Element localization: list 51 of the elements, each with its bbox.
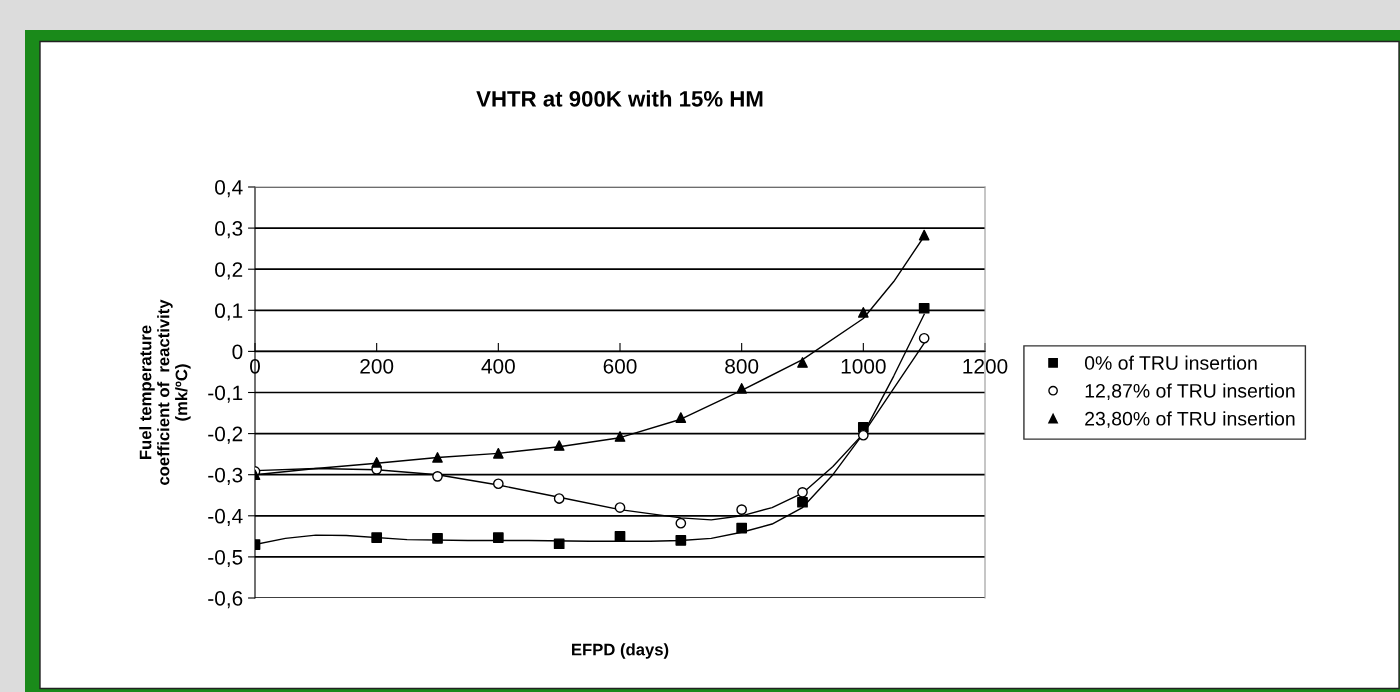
point — [736, 383, 748, 394]
point — [675, 517, 687, 529]
x-tick-label: 800 — [725, 358, 759, 374]
point — [492, 478, 504, 490]
legend-label: 12,87% of TRU insertion — [1085, 383, 1295, 401]
point — [432, 470, 443, 482]
y-tick-label: -0,4 — [208, 508, 243, 527]
point — [553, 538, 565, 550]
point — [736, 522, 748, 534]
point — [614, 530, 626, 542]
y-tick-label: 0,2 — [215, 262, 243, 280]
point — [614, 431, 626, 442]
point — [857, 307, 869, 318]
x-axis-title: EFPD (days) — [572, 643, 669, 659]
y-tick-label: 0,1 — [215, 303, 243, 321]
point — [371, 457, 383, 468]
y-tick-label: 0 — [232, 344, 243, 360]
point — [492, 447, 504, 459]
point — [675, 412, 687, 423]
point — [797, 487, 808, 498]
x-tick-label: 600 — [603, 358, 637, 374]
y-tick-label: -0,6 — [208, 591, 243, 609]
x-tick-label: 200 — [360, 358, 394, 374]
point — [553, 440, 565, 451]
point — [553, 493, 565, 504]
y-tick-label: 0,4 — [215, 180, 243, 198]
point — [918, 332, 930, 344]
x-tick-label: 1200 — [963, 358, 1008, 374]
point — [492, 532, 504, 543]
point — [371, 532, 383, 543]
y-tick-label: 0,3 — [215, 221, 243, 239]
point — [797, 357, 808, 368]
point — [918, 302, 930, 314]
y-tick-label: -0,5 — [208, 549, 243, 568]
x-tick-label: 1000 — [841, 358, 886, 374]
legend-label: 0% of TRU insertion — [1084, 355, 1257, 370]
chart-title: VHTR at 900K with 15% HM — [476, 90, 763, 107]
point — [675, 535, 687, 546]
point — [432, 452, 443, 463]
legend-label: 23,80% of TRU insertion — [1085, 411, 1295, 428]
y-tick-label: -0,1 — [208, 385, 243, 403]
y-tick-label: -0,2 — [208, 426, 243, 444]
point — [918, 229, 930, 241]
point — [432, 533, 443, 544]
point — [797, 496, 808, 508]
y-axis-title: Fuel temperature coefficient of reactivity (mk/ºC) — [139, 299, 191, 485]
x-tick-label: 400 — [481, 358, 515, 374]
y-tick-label: -0,3 — [208, 467, 243, 485]
point — [857, 429, 869, 441]
point — [736, 504, 748, 515]
point — [614, 502, 626, 513]
